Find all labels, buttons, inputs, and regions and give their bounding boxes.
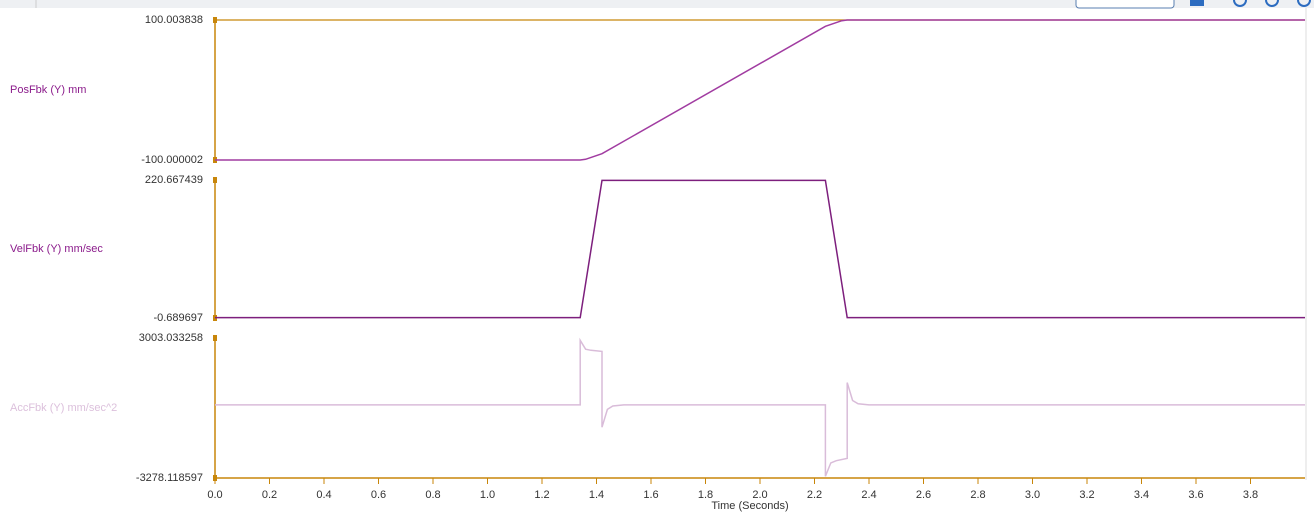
x-tick-label: 2.8 [970,489,985,501]
x-tick-label: 2.4 [861,489,876,501]
x-tick-label: 3.0 [1025,489,1040,501]
x-tick-label: 0.8 [425,489,440,501]
x-tick-label: 2.0 [752,489,767,501]
x-tick-label: 3.2 [1079,489,1094,501]
x-tick-label: 1.0 [480,489,495,501]
y-tick [213,335,217,341]
x-tick-label: 0.0 [207,489,222,501]
x-tick-label: 1.4 [589,489,604,501]
x-axis-label: Time (Seconds) [711,500,788,512]
x-tick-label: 0.2 [262,489,277,501]
x-tick-label: 3.8 [1243,489,1258,501]
y-tick-label: -3278.118597 [136,472,203,484]
series-line [215,337,1305,477]
y-axis-label: VelFbk (Y) mm/sec [10,243,103,255]
y-tick-label: -0.689697 [153,312,203,324]
x-tick-label: 2.2 [807,489,822,501]
x-tick-label: 0.4 [316,489,331,501]
y-tick-label: 3003.033258 [139,332,203,344]
x-tick-label: 0.6 [371,489,386,501]
toolbar-buttons[interactable] [1075,0,1175,9]
zoom-in[interactable] [1233,0,1247,7]
y-tick [213,177,217,183]
y-tick-label: -100.000002 [141,154,203,166]
y-axis-label: PosFbk (Y) mm [10,84,86,96]
x-tick-label: 3.4 [1134,489,1149,501]
x-tick-label: 1.6 [643,489,658,501]
y-tick-label: 100.003838 [145,14,203,26]
series-line [215,179,1305,319]
y-tick-label: 220.667439 [145,174,203,186]
zoom-fit[interactable] [1297,0,1311,7]
zoom-out[interactable] [1265,0,1279,7]
toolbar [0,0,1314,8]
y-axis-label: AccFbk (Y) mm/sec^2 [10,402,117,414]
toolbar-icon[interactable] [1190,0,1204,6]
x-tick-label: 2.6 [916,489,931,501]
x-tick-label: 1.2 [534,489,549,501]
series-line [215,19,1305,161]
x-tick-label: 3.6 [1188,489,1203,501]
x-tick-label: 1.8 [698,489,713,501]
